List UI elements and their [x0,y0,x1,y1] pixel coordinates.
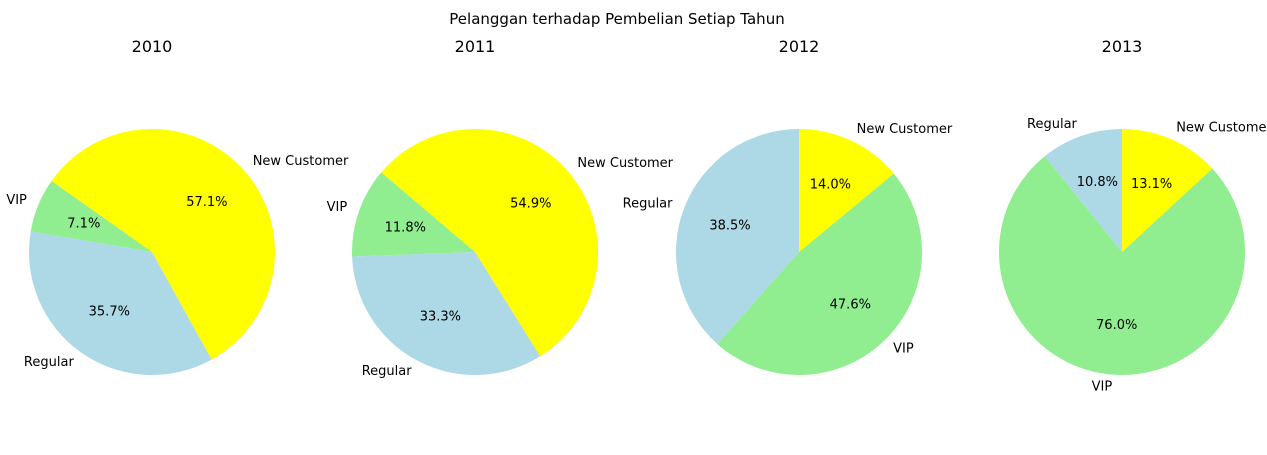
slice-label: Regular [1027,117,1078,132]
slice-label: Regular [623,197,674,212]
figure-title: Pelanggan terhadap Pembelian Setiap Tahu… [449,10,784,28]
slice-percent-label: 10.8% [1077,175,1118,190]
pie-title: 2012 [779,37,820,56]
slice-label: New Customer [1176,121,1267,136]
pie-slice-new-customer [51,129,275,360]
pie-slice-regular [352,252,541,376]
slice-percent-label: 76.0% [1096,318,1137,333]
pie-slice-vip [30,181,153,252]
slice-label: New Customer [857,122,953,137]
pie-panel-2011: 2011 New Customer 54.9% VIP 11.8% Regular 33.3… [327,37,674,379]
slice-percent-label: 57.1% [186,195,227,210]
pie-title: 2011 [455,37,496,56]
slice-percent-label: 35.7% [89,305,130,320]
pie-slice-regular [676,129,799,345]
pie-slice-new-customer [1122,129,1213,252]
slice-percent-label: 47.6% [830,298,871,313]
pie-panel-2013: 2013 Regular 10.8% VIP 76.0% New Customer 13.1… [999,37,1267,394]
pie-slice-vip [999,156,1245,375]
pie-slice-new-customer [381,128,599,357]
pie-panel-2010: 2010 New Customer 57.1% VIP 7.1% Regular 35.7% [6,37,349,376]
slice-percent-label: 54.9% [510,196,551,211]
slice-label: VIP [1092,379,1113,394]
slice-label: VIP [893,342,914,357]
pie-title: 2010 [132,37,173,56]
slice-label: New Customer [253,154,349,169]
pie-panel-2012: 2012 Regular 38.5% VIP 47.6% New Customer 14.0… [623,37,953,375]
slice-label: VIP [6,193,27,208]
pie-slice-new-customer [799,129,894,252]
pie-title: 2013 [1102,37,1143,56]
slice-percent-label: 13.1% [1131,177,1172,192]
slice-percent-label: 33.3% [420,310,461,325]
pie-slice-vip [351,172,475,257]
slice-label: Regular [24,355,75,370]
pie-slice-regular [28,231,212,376]
pie-slice-vip [717,173,922,375]
slice-percent-label: 11.8% [385,220,426,235]
slice-percent-label: 7.1% [67,216,100,231]
slice-label: New Customer [577,156,673,171]
slice-percent-label: 14.0% [810,178,851,193]
slice-label: VIP [327,200,348,215]
slice-label: Regular [362,364,413,379]
pie-slice-regular [1044,129,1122,252]
slice-percent-label: 38.5% [709,218,750,233]
